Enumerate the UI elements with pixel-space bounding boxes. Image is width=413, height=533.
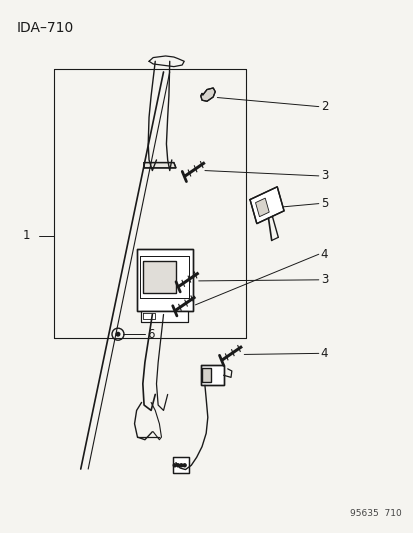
Text: 95635  710: 95635 710 [349,509,401,518]
Text: 5: 5 [320,197,328,210]
Circle shape [173,464,176,467]
Polygon shape [140,311,188,322]
Circle shape [183,464,186,467]
Polygon shape [255,198,268,217]
Text: 4: 4 [320,347,328,360]
Polygon shape [136,249,192,311]
Text: 4: 4 [320,248,328,261]
Polygon shape [173,457,188,473]
Polygon shape [144,163,176,168]
Circle shape [179,464,183,467]
Text: 6: 6 [147,328,154,341]
Polygon shape [249,187,283,224]
Polygon shape [202,368,211,382]
Text: 3: 3 [320,169,328,182]
Polygon shape [142,261,176,293]
Polygon shape [140,256,189,298]
Text: IDA–710: IDA–710 [17,21,74,35]
Circle shape [116,333,119,336]
Polygon shape [200,365,223,385]
Text: 1: 1 [23,229,30,242]
Text: 2: 2 [320,100,328,113]
Circle shape [176,464,179,467]
Text: 3: 3 [320,273,328,286]
Polygon shape [200,88,215,101]
